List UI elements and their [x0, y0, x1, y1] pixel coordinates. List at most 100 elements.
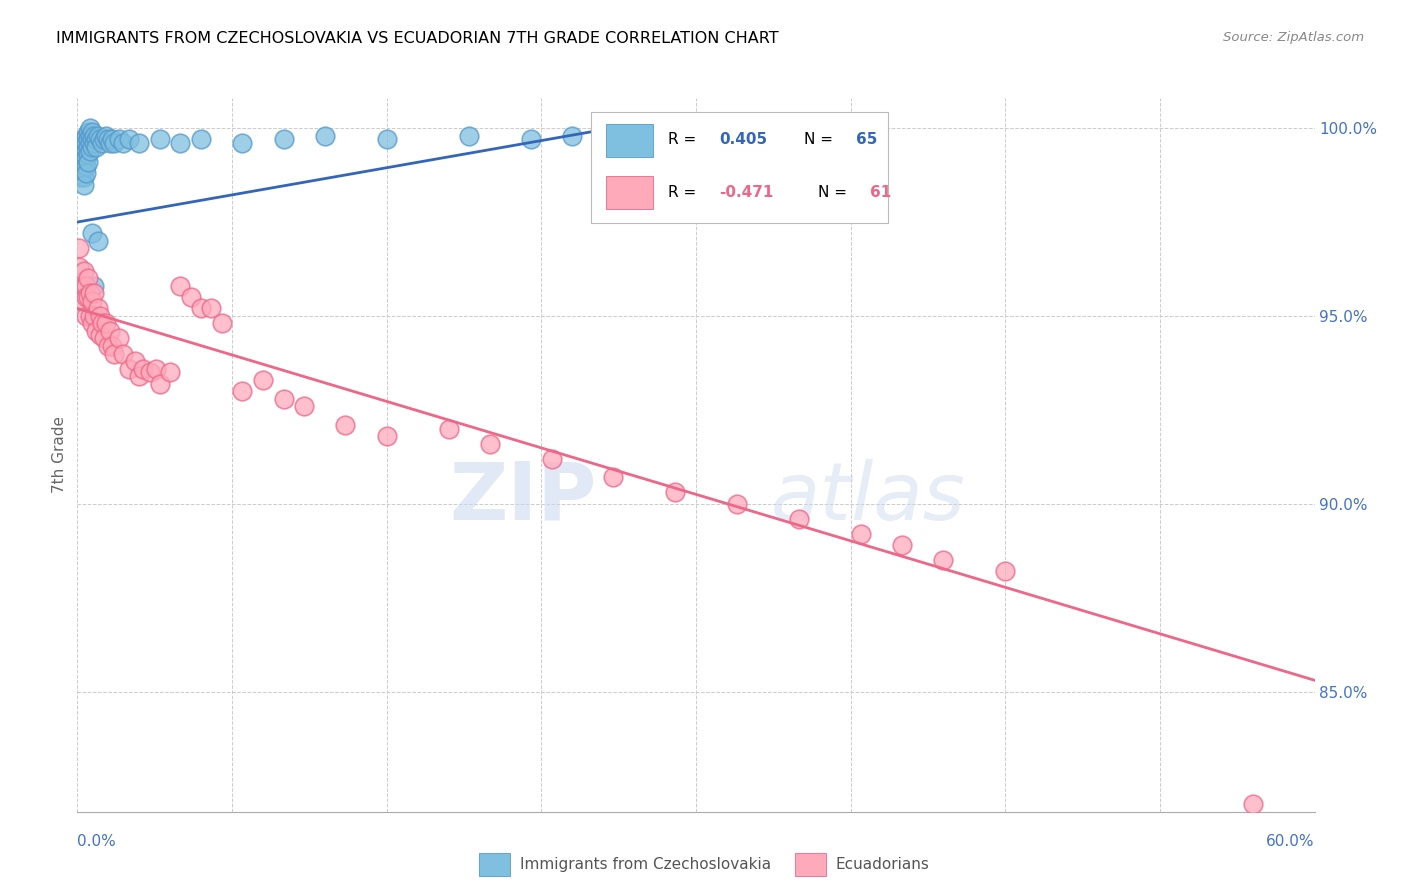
Text: atlas: atlas: [770, 458, 965, 537]
Point: [768, 125, 790, 139]
Point: [80, 293, 103, 308]
FancyBboxPatch shape: [591, 112, 887, 223]
Point: [67, 159, 90, 173]
Point: [76, 290, 98, 304]
Point: [70, 293, 93, 308]
Point: [725, 497, 748, 511]
Point: [159, 365, 181, 379]
Point: [79, 128, 101, 143]
Bar: [794, 853, 825, 876]
Point: [169, 279, 191, 293]
Point: [75, 309, 97, 323]
Point: [118, 361, 141, 376]
Point: [891, 538, 914, 552]
Point: [72, 162, 94, 177]
Bar: [606, 176, 652, 209]
Text: Source: ZipAtlas.com: Source: ZipAtlas.com: [1223, 31, 1364, 45]
Point: [91, 136, 114, 151]
Point: [458, 128, 481, 143]
Text: 65: 65: [856, 132, 877, 147]
Point: [67, 241, 90, 255]
Point: [664, 485, 686, 500]
Point: [91, 317, 114, 331]
Text: 0.405: 0.405: [720, 132, 768, 147]
Point: [75, 159, 97, 173]
Point: [70, 155, 93, 169]
Point: [540, 451, 562, 466]
Point: [70, 162, 93, 177]
Text: N =: N =: [804, 132, 838, 147]
Point: [83, 309, 105, 323]
Point: [437, 422, 460, 436]
Point: [72, 132, 94, 146]
Text: ZIP: ZIP: [450, 458, 598, 537]
Point: [111, 346, 134, 360]
Point: [98, 324, 121, 338]
Point: [67, 260, 90, 274]
Point: [76, 155, 98, 169]
Point: [169, 136, 191, 151]
Point: [101, 339, 124, 353]
Bar: [479, 853, 510, 876]
Point: [89, 132, 111, 146]
Point: [70, 169, 93, 184]
Point: [89, 309, 111, 323]
Point: [84, 132, 107, 146]
Point: [138, 365, 160, 379]
Point: [111, 136, 134, 151]
Point: [84, 324, 107, 338]
Point: [273, 132, 295, 146]
Point: [98, 136, 121, 151]
Point: [83, 279, 105, 293]
Point: [76, 147, 98, 161]
Point: [80, 132, 103, 146]
Point: [87, 301, 110, 316]
Text: -0.471: -0.471: [720, 185, 773, 200]
Point: [75, 136, 97, 151]
Point: [128, 369, 150, 384]
Point: [75, 290, 97, 304]
Point: [103, 136, 125, 151]
Point: [994, 565, 1017, 579]
Text: 0.0%: 0.0%: [77, 834, 117, 849]
Point: [70, 275, 93, 289]
Point: [231, 136, 253, 151]
Text: 61: 61: [870, 185, 891, 200]
Point: [118, 132, 141, 146]
Point: [375, 429, 398, 443]
Point: [375, 132, 398, 146]
Point: [72, 147, 94, 161]
Point: [520, 132, 543, 146]
Point: [103, 346, 125, 360]
Point: [80, 140, 103, 154]
Text: 60.0%: 60.0%: [1267, 834, 1315, 849]
Point: [70, 147, 93, 161]
Point: [75, 166, 97, 180]
Point: [231, 384, 253, 398]
Point: [84, 140, 107, 154]
Point: [292, 399, 315, 413]
Point: [87, 128, 110, 143]
Point: [314, 128, 336, 143]
Point: [96, 128, 118, 143]
Point: [80, 227, 103, 241]
Point: [80, 317, 103, 331]
Point: [180, 290, 202, 304]
Y-axis label: 7th Grade: 7th Grade: [52, 417, 67, 493]
Point: [190, 132, 212, 146]
Point: [72, 140, 94, 154]
Text: N =: N =: [818, 185, 852, 200]
Point: [76, 125, 98, 139]
Point: [602, 132, 624, 146]
Point: [75, 151, 97, 165]
Bar: [606, 124, 652, 157]
Point: [83, 128, 105, 143]
Text: Immigrants from Czechoslovakia: Immigrants from Czechoslovakia: [520, 857, 772, 872]
Point: [623, 125, 645, 139]
Point: [89, 327, 111, 342]
Point: [252, 373, 274, 387]
Point: [83, 286, 105, 301]
Point: [149, 376, 172, 391]
Point: [107, 132, 129, 146]
Point: [644, 121, 666, 136]
